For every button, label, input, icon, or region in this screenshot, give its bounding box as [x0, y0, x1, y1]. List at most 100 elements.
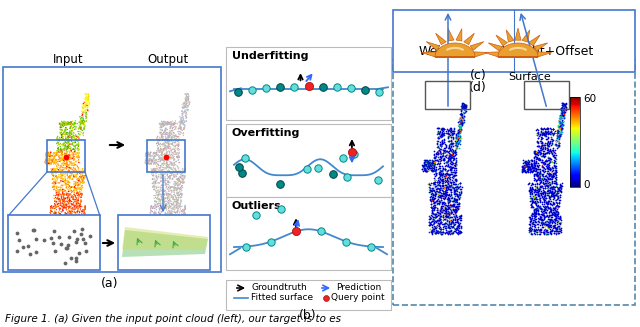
Point [172, 204, 182, 209]
Point [170, 162, 180, 167]
Point [517, 167, 527, 173]
Point [157, 192, 168, 197]
Point [552, 189, 562, 194]
Point [532, 128, 543, 133]
Point [60, 182, 70, 187]
Point [154, 147, 164, 152]
Point [155, 159, 165, 164]
Point [73, 198, 83, 203]
Point [428, 163, 438, 168]
Point [163, 191, 173, 197]
Point [450, 188, 460, 193]
Point [152, 190, 162, 195]
Point [561, 105, 571, 110]
Point [437, 201, 447, 206]
Point [433, 190, 444, 195]
Point [448, 220, 458, 226]
Bar [570, 97, 580, 98]
Point [551, 211, 561, 216]
Point [51, 162, 61, 167]
Point [155, 131, 165, 136]
Point [458, 101, 468, 106]
Point [72, 170, 83, 175]
Point [177, 118, 188, 124]
Point [432, 219, 442, 224]
Point [164, 134, 174, 139]
Point [543, 126, 553, 131]
Point [47, 159, 58, 164]
Point [435, 125, 445, 130]
Point [556, 182, 566, 188]
Point [550, 203, 561, 209]
Point [68, 125, 79, 130]
Point [168, 194, 178, 199]
Point [169, 174, 179, 180]
Point [539, 198, 549, 203]
Point [525, 199, 536, 204]
Point [152, 223, 162, 228]
Point [162, 139, 172, 145]
Point [540, 191, 550, 196]
Point [71, 220, 81, 225]
Point [449, 177, 460, 182]
Point [51, 152, 61, 157]
Point [74, 210, 84, 215]
Point [435, 208, 445, 214]
Point [435, 228, 445, 233]
Point [442, 130, 452, 135]
Point [459, 105, 469, 110]
Point [445, 145, 455, 150]
Point [156, 173, 166, 179]
Point [179, 101, 189, 106]
Point [529, 150, 540, 155]
Point [23, 244, 33, 249]
Point [53, 162, 63, 167]
Point [143, 150, 154, 155]
Point [434, 200, 444, 205]
Point [554, 119, 564, 124]
Point [72, 154, 82, 160]
Point [553, 130, 563, 136]
Point [65, 186, 76, 191]
Point [547, 215, 557, 220]
Point [438, 229, 448, 234]
Point [427, 159, 437, 164]
Point [425, 216, 435, 221]
Point [170, 133, 180, 138]
Point [170, 124, 180, 129]
Point [518, 165, 528, 170]
Point [153, 175, 163, 181]
Point [56, 119, 67, 124]
Point [424, 159, 434, 164]
Point [426, 219, 436, 225]
Point [547, 174, 557, 179]
Point [60, 169, 70, 174]
Point [444, 225, 454, 231]
Point [177, 176, 188, 181]
Point [67, 156, 77, 161]
Point [150, 205, 161, 210]
Point [151, 171, 161, 176]
Point [157, 200, 168, 206]
Point [147, 206, 157, 211]
Point [74, 142, 84, 147]
Point [536, 129, 547, 135]
Point [554, 186, 564, 192]
Point [527, 223, 538, 228]
Point [49, 228, 59, 233]
Point [552, 181, 563, 186]
Point [181, 116, 191, 121]
Point [439, 207, 449, 213]
Point [555, 194, 565, 199]
Point [554, 117, 564, 122]
Point [72, 197, 82, 202]
Point [156, 216, 166, 221]
Point [436, 230, 446, 235]
Point [169, 217, 179, 222]
Point [425, 158, 435, 163]
Point [54, 215, 65, 221]
Point [67, 211, 77, 216]
Point [156, 197, 166, 202]
Point [547, 191, 557, 196]
Point [62, 139, 72, 145]
